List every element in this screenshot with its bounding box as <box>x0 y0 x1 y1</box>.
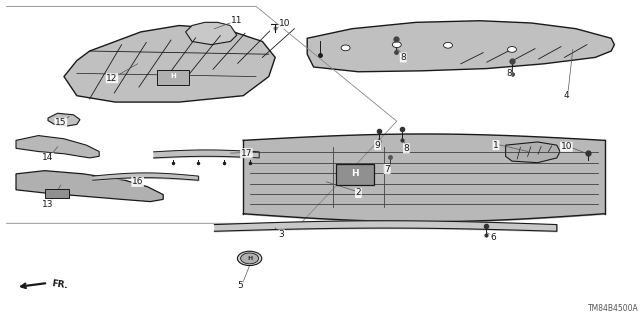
Text: 7: 7 <box>385 165 390 174</box>
Text: H: H <box>351 169 359 178</box>
Bar <box>336 164 374 185</box>
Text: 15: 15 <box>55 118 67 127</box>
Text: TM84B4500A: TM84B4500A <box>588 304 639 313</box>
Text: 8: 8 <box>506 69 511 78</box>
Text: 5: 5 <box>237 281 243 290</box>
Text: 8: 8 <box>401 53 406 62</box>
Text: 10: 10 <box>561 142 572 151</box>
Polygon shape <box>48 113 80 126</box>
Text: 13: 13 <box>42 200 54 209</box>
Text: 11: 11 <box>231 16 243 25</box>
Text: 9: 9 <box>375 141 380 150</box>
Ellipse shape <box>341 45 350 51</box>
Text: FR.: FR. <box>51 279 68 290</box>
Polygon shape <box>64 26 275 102</box>
Text: 4: 4 <box>564 91 569 100</box>
Ellipse shape <box>508 47 516 52</box>
Polygon shape <box>16 171 163 202</box>
Text: 2: 2 <box>356 189 361 197</box>
Text: 17: 17 <box>241 149 252 158</box>
Polygon shape <box>16 136 99 158</box>
Text: H: H <box>170 73 175 79</box>
Ellipse shape <box>444 42 452 48</box>
Text: 12: 12 <box>106 74 118 83</box>
Text: 6: 6 <box>490 233 495 242</box>
Text: 16: 16 <box>132 177 143 186</box>
Text: 1: 1 <box>493 141 499 150</box>
Ellipse shape <box>241 253 259 264</box>
Polygon shape <box>307 21 614 72</box>
Text: 3: 3 <box>279 230 284 239</box>
Ellipse shape <box>237 251 262 265</box>
Ellipse shape <box>392 42 401 48</box>
Polygon shape <box>186 22 237 45</box>
Text: 8: 8 <box>404 144 409 153</box>
Polygon shape <box>506 142 560 163</box>
Text: 14: 14 <box>42 153 54 162</box>
Text: 10: 10 <box>279 19 291 28</box>
Text: H: H <box>247 256 252 261</box>
Bar <box>157 70 189 85</box>
Bar <box>45 189 69 198</box>
